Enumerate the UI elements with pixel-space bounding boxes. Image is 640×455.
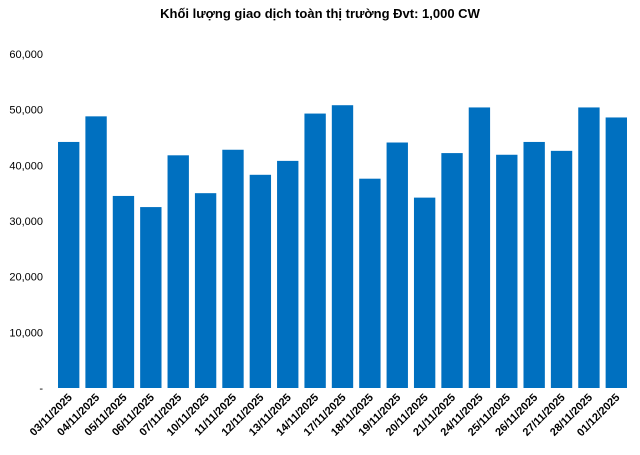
y-tick-label: 30,000 xyxy=(9,216,43,228)
bar xyxy=(523,141,545,388)
x-axis: 03/11/202504/11/202505/11/202506/11/2025… xyxy=(28,392,623,439)
y-tick-label: 40,000 xyxy=(9,160,43,172)
bar xyxy=(112,195,135,388)
bar xyxy=(222,149,244,388)
bar xyxy=(441,153,463,388)
bar xyxy=(605,117,627,389)
bar xyxy=(140,207,162,388)
y-axis: - 10,000 20,000 30,000 40,000 50,000 60,000 xyxy=(9,49,43,395)
y-tick-label: 20,000 xyxy=(9,272,43,284)
bar xyxy=(304,113,326,388)
y-tick-label: 10,000 xyxy=(9,327,43,339)
bar xyxy=(386,142,408,388)
bars xyxy=(58,105,627,389)
bar xyxy=(496,154,518,388)
bar xyxy=(277,160,299,388)
chart-title: Khối lượng giao dịch toàn thị trường Đvt… xyxy=(160,6,480,21)
bar xyxy=(167,155,189,388)
y-tick-label: 60,000 xyxy=(9,49,43,61)
bar xyxy=(550,150,573,388)
bar xyxy=(468,107,491,388)
bar xyxy=(85,116,107,388)
y-tick-label: - xyxy=(39,383,43,395)
bar xyxy=(194,193,217,388)
bar xyxy=(359,178,381,388)
bar xyxy=(249,174,272,388)
bar xyxy=(413,197,436,388)
bar xyxy=(58,141,80,388)
bar xyxy=(578,107,600,388)
y-tick-label: 50,000 xyxy=(9,105,43,117)
bar xyxy=(331,105,354,389)
